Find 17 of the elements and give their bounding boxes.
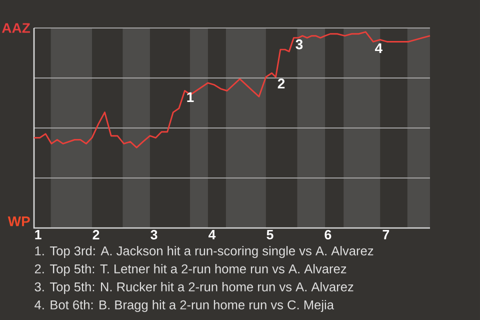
text: 1. Top 3rd: A. Jackson hit a run-scoring single vs A. Alvarez <box>35 246 374 258</box>
annotation: 2 <box>278 78 285 88</box>
annotation: 1 <box>187 92 194 102</box>
x-tick-label: 5 <box>266 230 274 240</box>
x-tick-label: 6 <box>324 230 332 240</box>
annotation: 3 <box>296 39 303 50</box>
annotation: 4 <box>374 43 382 53</box>
text: 4. Bot 6th: B. Bragg hit a 2-run home run vs C. Mejia <box>34 300 334 312</box>
text: WP <box>8 216 30 226</box>
x-tick-label: 1 <box>35 230 42 240</box>
text: 3. Top 5th: N. Rucker hit a 2-run home run vs A. Alvarez <box>34 282 354 294</box>
x-tick-label: 7 <box>382 230 390 240</box>
x-tick-label: 2 <box>92 230 100 240</box>
x-tick-label: 4 <box>208 230 216 240</box>
text: 2. Top 5th: T. Letner hit a 2-run home run vs A. Alvarez <box>34 264 346 276</box>
text: AAZ <box>2 23 30 33</box>
x-tick-label: 3 <box>150 230 158 240</box>
